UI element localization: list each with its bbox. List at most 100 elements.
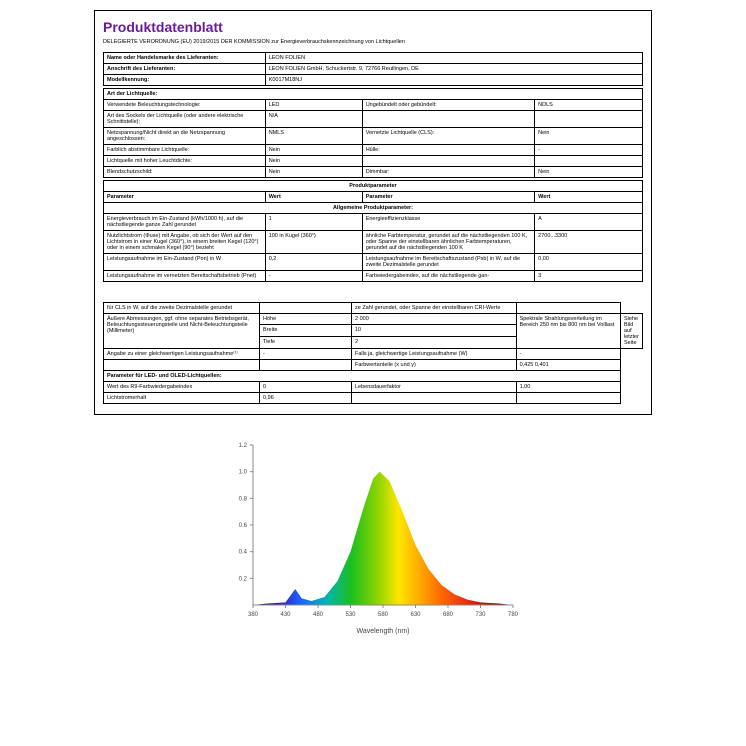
cell-value: LEON FOLIEN GmbH, Schuckertstr. 9, 72766…	[265, 63, 642, 74]
page-title: Produktdatenblatt	[103, 19, 643, 35]
cell: 0,00	[535, 253, 643, 270]
cell: Blendschutzschild:	[104, 166, 266, 177]
y-tick-label: 0.6	[239, 523, 248, 529]
cell	[516, 302, 620, 313]
cell: 0,96	[260, 392, 352, 403]
spectral-chart: 0.20.40.60.81.01.23804304805305806306807…	[223, 435, 523, 635]
col-wert2: Wert	[535, 191, 643, 202]
table-row: Nutzlichtstrom (Φuse) mit Angabe, ob sic…	[104, 230, 643, 253]
table-row: für CLS in W, auf die zweite Dezimalstel…	[104, 302, 643, 313]
cell: Siehe Bild auf letzter Seite	[620, 313, 642, 348]
cell-value: K0017M18NJ	[265, 74, 642, 85]
cell: 1	[265, 213, 362, 230]
cell: Tiefe	[260, 336, 352, 348]
spectral-chart-wrap: 0.20.40.60.81.01.23804304805305806306807…	[183, 435, 563, 635]
cell	[351, 392, 516, 403]
cell: NMLS	[265, 127, 362, 144]
cell: Leistungsaufnahme im Ein-Zustand (Pon) i…	[104, 253, 266, 270]
param-title: Produktparameter	[104, 180, 643, 191]
cell: Nein	[535, 127, 643, 144]
cell: 2700...3300	[535, 230, 643, 253]
x-tick-label: 530	[345, 612, 356, 618]
cell: Äußere Abmessungen, ggf. ohne separates …	[104, 313, 260, 348]
cell: 2	[351, 336, 516, 348]
table-row: Lichtstromerhalt0,96	[104, 392, 643, 403]
cell: Höhe	[260, 313, 352, 325]
table-row: Art des Sockels der Lichtquelle (oder an…	[104, 110, 643, 127]
table-row: Farblich abstimmbare Lichtquelle:NeinHül…	[104, 144, 643, 155]
x-tick-label: 380	[248, 612, 259, 618]
param-table: Produktparameter Parameter Wert Paramete…	[103, 180, 643, 282]
cell	[516, 392, 620, 403]
x-tick-label: 730	[475, 612, 486, 618]
cell: NDLS	[535, 99, 643, 110]
table-row: Blendschutzschild:NeinDimmbar:Nein	[104, 166, 643, 177]
cell	[260, 359, 352, 370]
cell: Dimmbar:	[362, 166, 534, 177]
cell	[104, 359, 260, 370]
x-tick-label: 430	[280, 612, 291, 618]
cell-label: Anschrift des Lieferanten:	[104, 63, 266, 74]
cell: -	[535, 144, 643, 155]
table-row: Leistungsaufnahme im Ein-Zustand (Pon) i…	[104, 253, 643, 270]
cell: Farbwiedergabeindex, auf die nächstliege…	[362, 270, 534, 281]
cell	[535, 155, 643, 166]
cell-label: Modellkennung:	[104, 74, 266, 85]
y-tick-label: 0.8	[239, 496, 248, 502]
cell: Vernetzte Lichtquelle (CLS):	[362, 127, 534, 144]
cell: Nutzlichtstrom (Φuse) mit Angabe, ob sic…	[104, 230, 266, 253]
cell: Breite	[260, 325, 352, 337]
allg-title: Allgemeine Produktparameter:	[104, 202, 643, 213]
cell: 0	[260, 381, 352, 392]
y-tick-label: 1.2	[239, 443, 248, 449]
cell: -	[265, 270, 362, 281]
table-row: Lichtquelle mit hoher Leuchtdichte:Nein	[104, 155, 643, 166]
cell	[362, 155, 534, 166]
col-param1: Parameter	[104, 191, 266, 202]
cell: Netzspannung/Nicht direkt an die Netzspa…	[104, 127, 266, 144]
cell: A	[535, 213, 643, 230]
cell: LED	[265, 99, 362, 110]
col-param2: Parameter	[362, 191, 534, 202]
art-table: Art der Lichtquelle: Verwendete Beleucht…	[103, 88, 643, 178]
x-axis-label: Wavelength (nm)	[356, 628, 409, 635]
y-tick-label: 1.0	[239, 469, 248, 475]
cell: 1,00	[516, 381, 620, 392]
cell	[260, 302, 352, 313]
cell: N/A	[265, 110, 362, 127]
subtitle-text: DELEGIERTE VERORDNUNG (EU) 2019/2015 DER…	[103, 39, 643, 46]
cell: 3	[535, 270, 643, 281]
cell: Leistungsaufnahme im vernetzten Bereitsc…	[104, 270, 266, 281]
product-datasheet: Produktdatenblatt DELEGIERTE VERORDNUNG …	[94, 10, 652, 415]
cell: Falls ja, gleichwertige Leistungsaufnahm…	[351, 348, 516, 359]
cell: Ungebündelt oder gebündelt:	[362, 99, 534, 110]
cell: Spektrale Strahlungsverteilung im Bereic…	[516, 313, 620, 348]
table-row: Energieverbrauch im Ein-Zustand (kWh/100…	[104, 213, 643, 230]
x-tick-label: 780	[508, 612, 519, 618]
cell: Verwendete Beleuchtungstechnologie:	[104, 99, 266, 110]
cell: Nein	[535, 166, 643, 177]
cell: ähnliche Farbtemperatur, gerundet auf di…	[362, 230, 534, 253]
cell: -	[516, 348, 620, 359]
table-row: Farbwertanteile (x und y)0,425 0,401	[104, 359, 643, 370]
cell	[535, 110, 643, 127]
cell: Lichtstromerhalt	[104, 392, 260, 403]
cell: 0,2	[265, 253, 362, 270]
cell: Farbwertanteile (x und y)	[351, 359, 516, 370]
spectrum-area	[253, 471, 513, 604]
cell: Nein	[265, 155, 362, 166]
y-tick-label: 0.4	[239, 549, 248, 555]
led-title: Parameter für LED- und OLED-Lichtquellen…	[104, 370, 621, 381]
cont-table: für CLS in W, auf die zweite Dezimalstel…	[103, 302, 643, 404]
x-tick-label: 580	[378, 612, 389, 618]
cell: 2 000	[351, 313, 516, 325]
table-row: Leistungsaufnahme im vernetzten Bereitsc…	[104, 270, 643, 281]
col-wert1: Wert	[265, 191, 362, 202]
table-row: Netzspannung/Nicht direkt an die Netzspa…	[104, 127, 643, 144]
cell: Leistungsaufnahme im Bereitschaftszustan…	[362, 253, 534, 270]
cell: Energieeffizienzklasse	[362, 213, 534, 230]
header-table: Name oder Handelsmarke des Lieferanten:L…	[103, 52, 643, 86]
x-tick-label: 680	[443, 612, 454, 618]
cell-value: LEON FOLIEN	[265, 52, 642, 63]
cell: ze Zahl gerundet, oder Spanne der einste…	[351, 302, 516, 313]
